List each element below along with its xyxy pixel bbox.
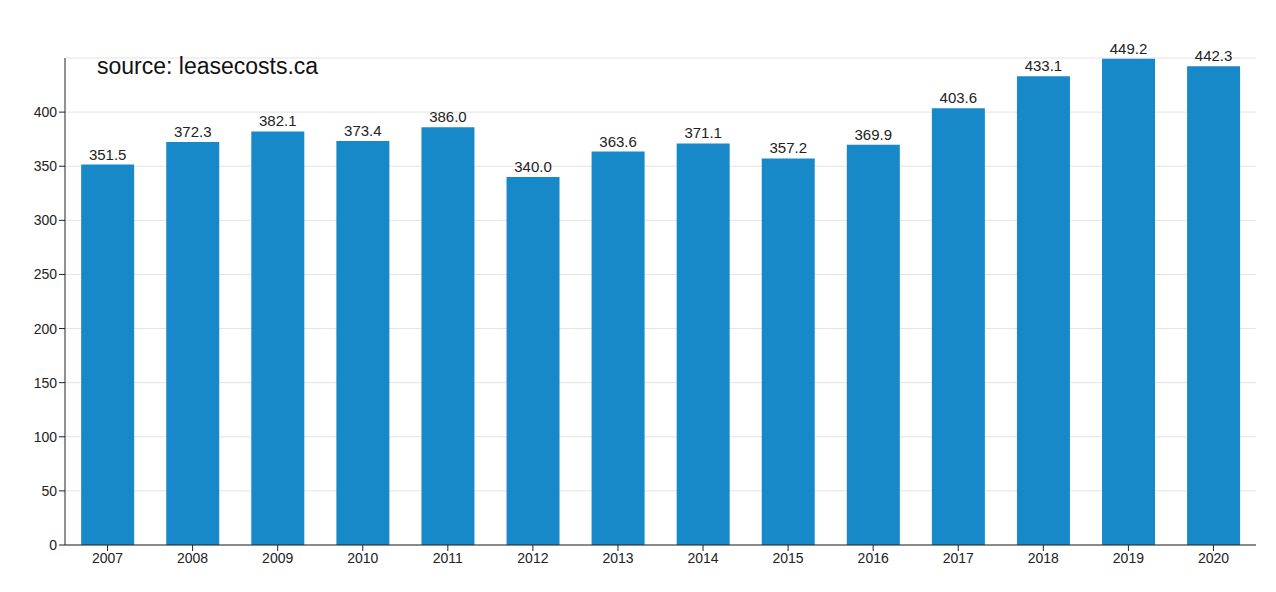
svg-text:369.9: 369.9 bbox=[855, 126, 893, 143]
svg-text:2010: 2010 bbox=[347, 550, 378, 566]
svg-text:340.0: 340.0 bbox=[514, 158, 552, 175]
svg-text:403.6: 403.6 bbox=[940, 89, 978, 106]
svg-text:100: 100 bbox=[34, 429, 58, 445]
svg-text:2009: 2009 bbox=[262, 550, 293, 566]
svg-text:300: 300 bbox=[34, 212, 58, 228]
svg-text:357.2: 357.2 bbox=[769, 139, 807, 156]
html-text:source: leasecosts.ca: source: leasecosts.ca bbox=[97, 53, 319, 79]
svg-text:50: 50 bbox=[41, 483, 57, 499]
svg-text:2007: 2007 bbox=[92, 550, 123, 566]
svg-text:350: 350 bbox=[34, 158, 58, 174]
svg-text:2020: 2020 bbox=[1198, 550, 1229, 566]
svg-text:382.1: 382.1 bbox=[259, 112, 297, 129]
svg-text:363.6: 363.6 bbox=[599, 133, 637, 150]
svg-text:2015: 2015 bbox=[773, 550, 804, 566]
svg-text:0: 0 bbox=[49, 537, 57, 553]
svg-text:2018: 2018 bbox=[1028, 550, 1059, 566]
svg-text:2016: 2016 bbox=[858, 550, 889, 566]
svg-text:150: 150 bbox=[34, 375, 58, 391]
svg-text:433.1: 433.1 bbox=[1025, 57, 1063, 74]
svg-text:442.3: 442.3 bbox=[1195, 47, 1233, 64]
svg-text:2008: 2008 bbox=[177, 550, 208, 566]
svg-text:351.5: 351.5 bbox=[89, 146, 127, 163]
svg-text:250: 250 bbox=[34, 266, 58, 282]
svg-text:2017: 2017 bbox=[943, 550, 974, 566]
svg-text:2012: 2012 bbox=[517, 550, 548, 566]
svg-text:2014: 2014 bbox=[687, 550, 718, 566]
svg-text:400: 400 bbox=[34, 104, 58, 120]
svg-text:372.3: 372.3 bbox=[174, 123, 212, 140]
svg-text:2013: 2013 bbox=[602, 550, 633, 566]
svg-text:373.4: 373.4 bbox=[344, 122, 382, 139]
svg-text:386.0: 386.0 bbox=[429, 108, 467, 125]
svg-text:2011: 2011 bbox=[433, 550, 463, 566]
svg-text:2019: 2019 bbox=[1113, 550, 1144, 566]
svg-text:200: 200 bbox=[34, 321, 58, 337]
svg-text:371.1: 371.1 bbox=[684, 124, 722, 141]
svg-text:449.2: 449.2 bbox=[1110, 40, 1148, 57]
